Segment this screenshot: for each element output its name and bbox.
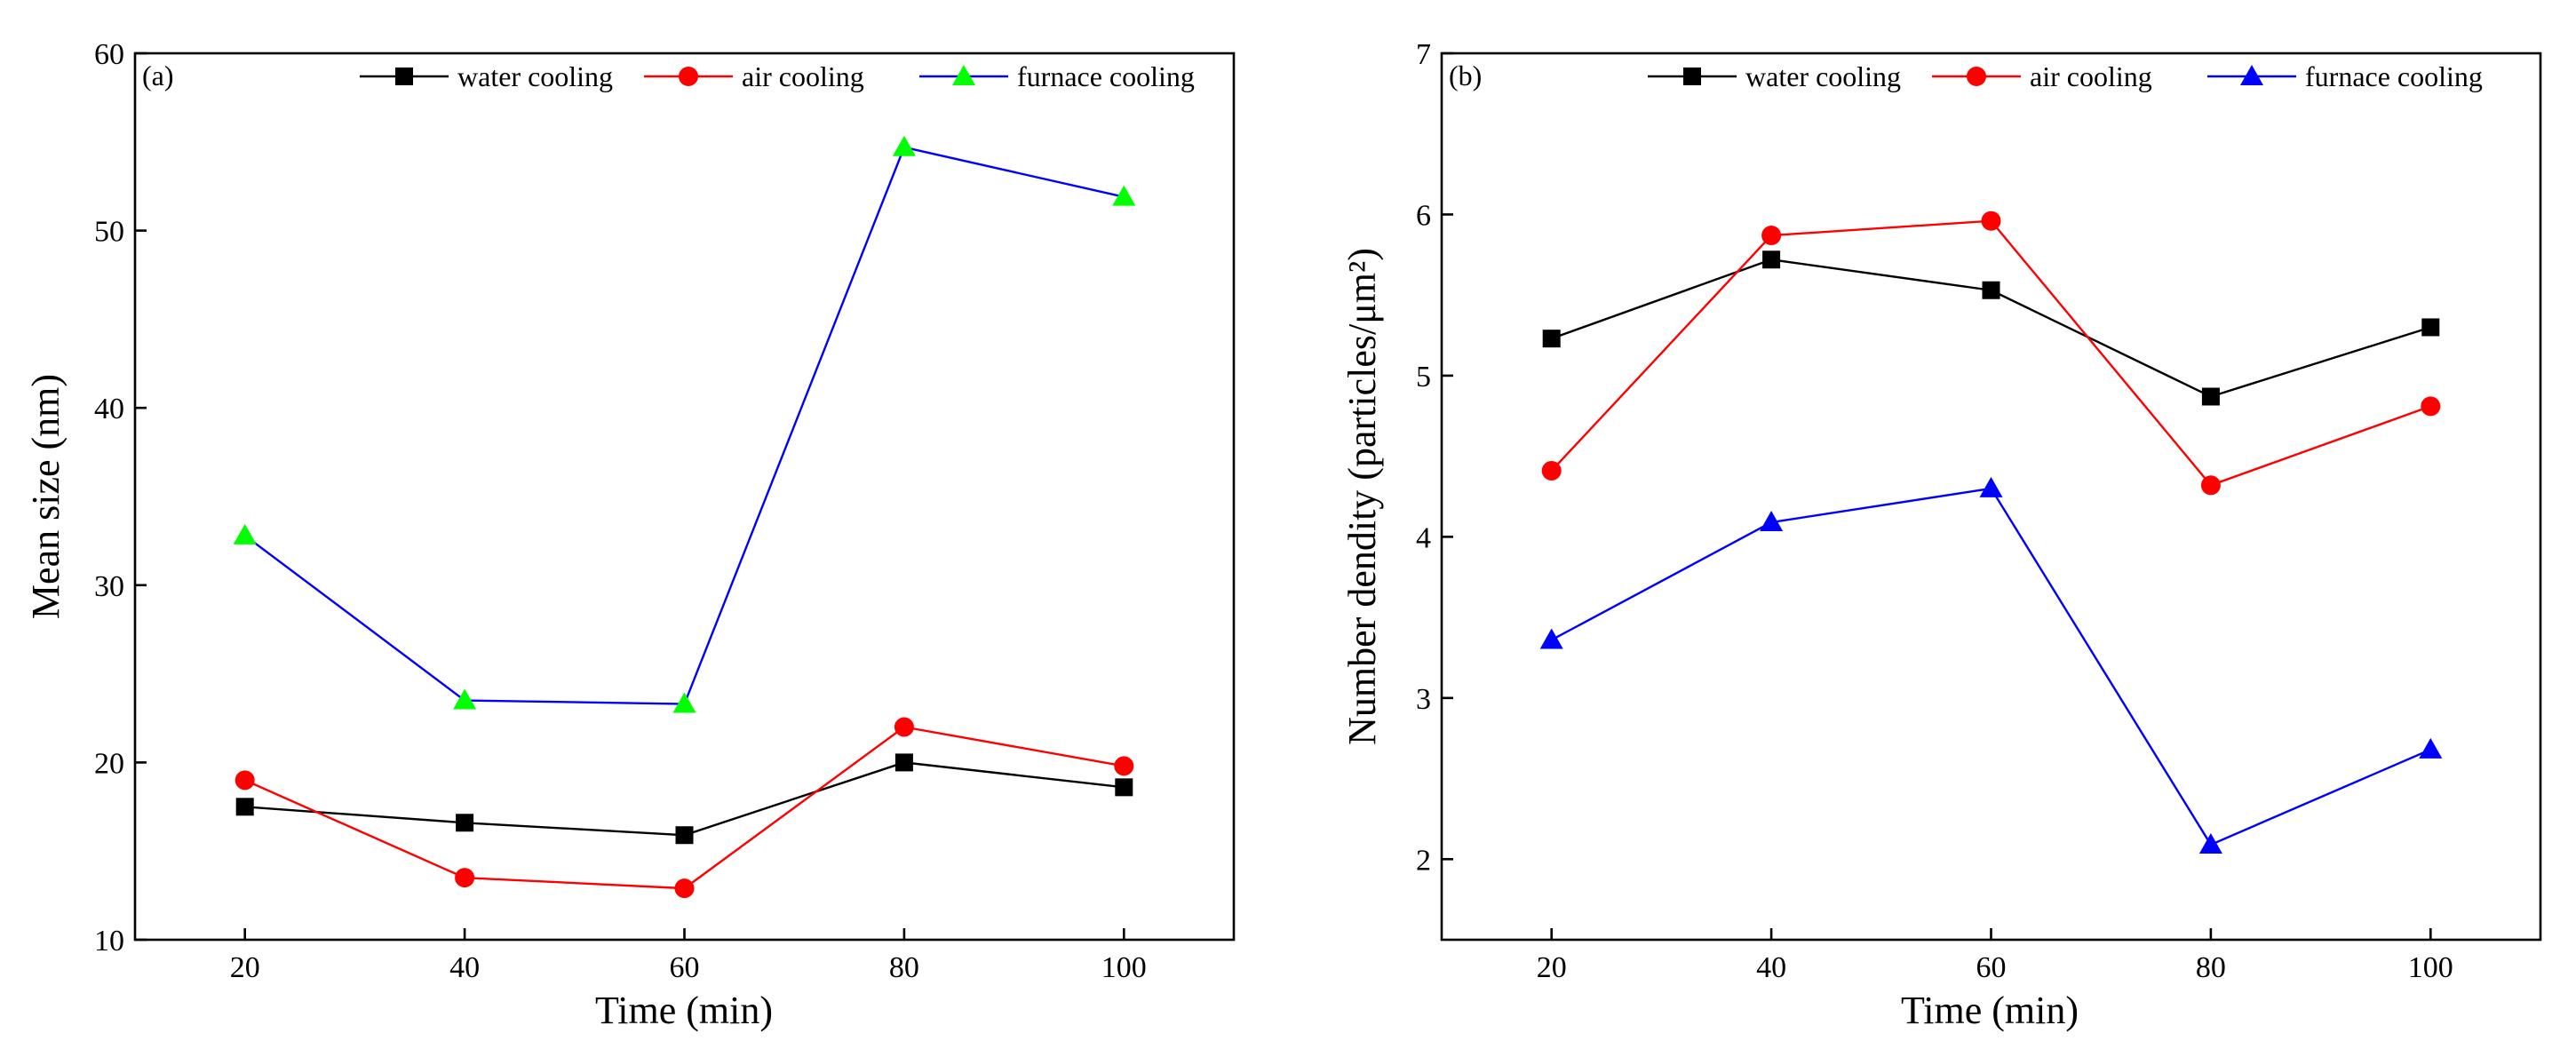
x-tick-label: 20 [230,951,260,984]
legend-label: air cooling [2030,60,2152,92]
series-water-cooling [1542,250,2440,406]
x-tick-label: 100 [2408,951,2453,984]
y-tick-label: 40 [94,393,124,425]
data-point-water-cooling [675,826,694,845]
x-tick-label: 80 [2196,951,2226,984]
legend-label: water cooling [1745,60,1901,92]
series-line-air-cooling [1550,219,2431,487]
data-point-furnace-cooling [1539,628,1563,649]
series-line-air-cooling [244,726,1125,890]
y-tick-label: 7 [1416,38,1431,71]
data-point-furnace-cooling [1760,511,1784,532]
x-tick-label: 40 [449,951,480,984]
data-point-air-cooling [1541,460,1562,481]
panel-label: (b) [1449,60,1482,91]
legend-item-water-cooling: water cooling [1648,60,1901,92]
data-point-water-cooling [2201,387,2220,406]
data-point-air-cooling [674,878,695,899]
y-tick-label: 30 [94,570,124,603]
y-tick-label: 4 [1416,521,1431,554]
y-tick-label: 60 [94,38,124,71]
axis-ticks: 20 40 60 80 100 10 20 30 40 50 60 [94,38,1147,984]
x-tick-label: 60 [1976,951,2007,984]
x-tick-label: 80 [889,951,919,984]
panel-label: (a) [142,60,174,91]
y-axis-title: Number dendity (particles/μm²) [1340,248,1384,745]
legend: water cooling air cooling furnace cooling [1648,60,2483,92]
data-point-water-cooling [456,814,474,832]
y-tick-label: 10 [94,925,124,958]
data-point-furnace-cooling [1979,476,2003,497]
data-point-water-cooling [2421,318,2440,337]
x-tick-label: 20 [1537,951,1567,984]
data-point-air-cooling [1114,756,1134,776]
legend-item-air-cooling: air cooling [1932,60,2152,92]
legend-marker [2240,65,2263,85]
series-furnace-cooling [233,135,1136,713]
legend-marker [1967,67,1986,86]
data-point-water-cooling [235,798,254,816]
y-axis-title: Mean size (nm) [24,374,68,619]
legend-label: air cooling [742,60,864,92]
series-layer [1539,211,2443,854]
series-line-water-cooling [244,761,1125,837]
y-tick-label: 20 [94,747,124,780]
legend-label: furnace cooling [2305,60,2483,92]
legend-marker [1683,68,1701,85]
data-point-furnace-cooling [2419,737,2443,759]
data-point-air-cooling [2421,396,2441,417]
legend: water cooling air cooling furnace cooling [360,60,1195,92]
data-point-furnace-cooling [453,688,477,710]
series-air-cooling [235,717,1134,899]
x-tick-label: 60 [670,951,700,984]
data-point-water-cooling [1542,330,1561,348]
plot-frame [133,52,1236,942]
data-point-water-cooling [1115,778,1133,797]
y-tick-label: 3 [1416,683,1431,716]
data-point-water-cooling [1762,250,1781,269]
data-point-furnace-cooling [2198,832,2222,854]
data-point-air-cooling [2200,475,2221,496]
data-point-furnace-cooling [892,135,916,156]
x-axis-title: Time (min) [1901,989,2079,1032]
legend-marker [952,65,975,85]
data-point-furnace-cooling [672,692,696,713]
series-layer [233,135,1136,899]
data-point-air-cooling [1981,211,2001,231]
series-air-cooling [1541,211,2441,496]
data-point-furnace-cooling [233,523,257,544]
chart-panel-a: (a) 20 40 60 80 100 10 20 30 40 50 60 water coolin… [24,38,1236,1032]
y-tick-label: 50 [94,216,124,249]
data-point-air-cooling [235,770,255,791]
data-point-air-cooling [455,868,475,888]
legend-item-furnace-cooling: furnace cooling [2207,60,2483,92]
legend-item-air-cooling: air cooling [644,60,864,92]
x-tick-label: 40 [1756,951,1786,984]
legend-item-furnace-cooling: furnace cooling [919,60,1195,92]
data-point-furnace-cooling [1112,185,1136,206]
data-point-air-cooling [1761,226,1782,246]
data-point-air-cooling [894,717,914,737]
legend-marker [679,67,698,86]
series-furnace-cooling [1539,476,2443,854]
series-line-furnace-cooling [243,146,1125,705]
y-tick-label: 6 [1416,199,1431,232]
series-water-cooling [235,753,1133,845]
legend-label: water cooling [457,60,613,92]
x-axis-title: Time (min) [595,989,773,1032]
data-point-water-cooling [894,753,913,772]
y-tick-label: 5 [1416,361,1431,393]
data-point-water-cooling [1982,281,2000,299]
axis-ticks: 20 40 60 80 100 2 3 4 5 6 7 [1416,38,2453,984]
chart-panel-b: (b) 20 40 60 80 100 2 3 4 5 6 7 water cooling air c… [1340,38,2542,1032]
y-tick-label: 2 [1416,844,1431,877]
series-line-furnace-cooling [1551,487,2431,846]
legend-item-water-cooling: water cooling [360,60,613,92]
legend-label: furnace cooling [1017,60,1195,92]
x-tick-label: 100 [1101,951,1147,984]
legend-marker [395,68,413,85]
